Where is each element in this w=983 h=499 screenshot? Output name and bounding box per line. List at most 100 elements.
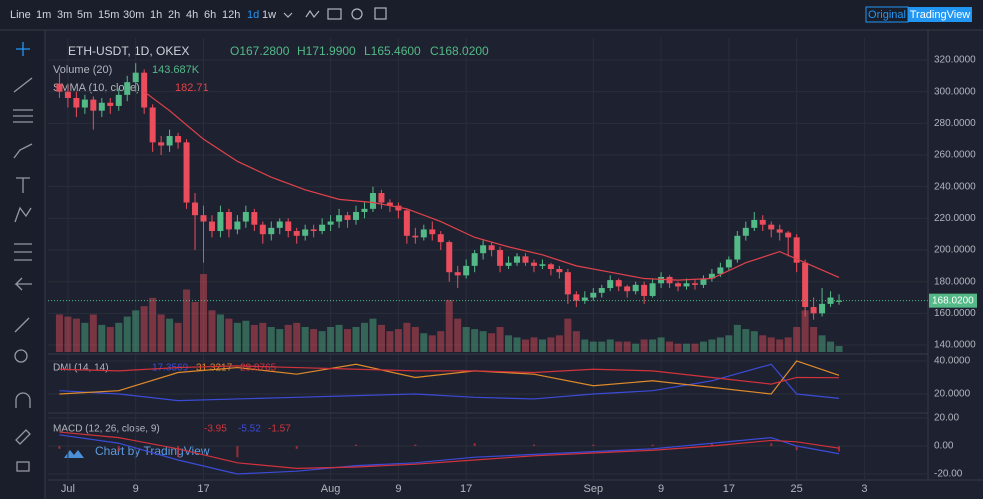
candle-body bbox=[759, 219, 766, 225]
y-tick-label: 280.0000 bbox=[934, 118, 976, 129]
macd-histogram-bar bbox=[58, 446, 61, 449]
settings-button[interactable] bbox=[351, 8, 363, 20]
volume-bar bbox=[301, 327, 309, 352]
lock-drawing-tool[interactable] bbox=[15, 429, 31, 445]
candle-body bbox=[480, 245, 487, 254]
interval-button[interactable]: 12h bbox=[222, 9, 240, 21]
candle-body bbox=[564, 272, 571, 295]
volume-bar bbox=[801, 310, 809, 352]
interval-button[interactable]: 1m bbox=[36, 9, 51, 21]
lock-tool[interactable] bbox=[16, 461, 30, 472]
interval-button[interactable]: 5m bbox=[77, 9, 92, 21]
ruler-tool[interactable] bbox=[14, 317, 30, 333]
y-tick-label: 40.0000 bbox=[934, 356, 971, 367]
trend-line-tool[interactable] bbox=[13, 77, 33, 93]
dmi-line bbox=[59, 365, 840, 385]
interval-button[interactable]: Line bbox=[10, 9, 31, 21]
volume-bar bbox=[708, 339, 716, 352]
prediction-tool[interactable] bbox=[14, 243, 32, 261]
interval-button[interactable]: 15m bbox=[98, 9, 119, 21]
candle-body bbox=[64, 91, 71, 99]
interval-button[interactable]: 2h bbox=[168, 9, 180, 21]
volume-bar bbox=[759, 335, 767, 352]
top-icons[interactable] bbox=[283, 7, 387, 20]
candle-body bbox=[836, 300, 843, 302]
volume-bar bbox=[267, 327, 275, 352]
candle-body bbox=[454, 272, 461, 276]
volume-bar bbox=[699, 341, 707, 352]
button-label[interactable]: Original bbox=[868, 9, 906, 21]
interval-button[interactable]: 4h bbox=[186, 9, 198, 21]
candle-body bbox=[463, 265, 470, 276]
zoom-tool[interactable] bbox=[14, 349, 28, 363]
interval-button[interactable]: 6h bbox=[204, 9, 216, 21]
candle-body bbox=[776, 229, 783, 233]
brush-tool[interactable] bbox=[13, 143, 33, 159]
interval-button[interactable]: 30m bbox=[123, 9, 144, 21]
volume-bar bbox=[462, 327, 470, 352]
candle-body bbox=[175, 136, 182, 143]
fib-tool[interactable] bbox=[13, 109, 33, 123]
candle-body bbox=[708, 273, 715, 279]
branding[interactable]: Chart by TradingView bbox=[95, 444, 210, 458]
fullscreen-button[interactable] bbox=[374, 7, 387, 20]
dmi-label: DMI (14, 14) bbox=[53, 363, 109, 374]
volume-bar bbox=[428, 335, 436, 352]
candle-body bbox=[827, 297, 834, 304]
chart-style-button[interactable] bbox=[305, 9, 320, 19]
candle-body bbox=[446, 242, 453, 273]
macd-histogram-bar bbox=[295, 446, 298, 449]
candle-body bbox=[208, 221, 215, 232]
interval-dropdown[interactable] bbox=[283, 12, 293, 18]
candle-body bbox=[403, 210, 410, 236]
macd-histogram-bar bbox=[177, 446, 180, 458]
candle-body bbox=[607, 280, 614, 289]
tradingview-button[interactable] bbox=[908, 7, 972, 22]
volume-bar bbox=[835, 346, 843, 352]
volume-bar bbox=[318, 331, 326, 352]
candle-body bbox=[327, 221, 334, 225]
candle-body bbox=[522, 256, 529, 263]
volume-bar bbox=[521, 339, 529, 352]
macd-histogram-bar bbox=[473, 443, 476, 447]
macd-histogram-bar bbox=[710, 443, 713, 447]
drawing-tools[interactable] bbox=[13, 42, 33, 472]
candle-body bbox=[369, 193, 376, 209]
candle-body bbox=[581, 297, 588, 301]
volume-bar bbox=[581, 339, 589, 352]
volume-bar bbox=[589, 341, 597, 352]
volume-bar bbox=[352, 327, 360, 352]
candle-body bbox=[81, 99, 88, 108]
macd-value: -5.52 bbox=[238, 424, 261, 435]
ohlc-value: C168.0200 bbox=[430, 44, 489, 58]
volume-bar bbox=[55, 314, 63, 352]
snapshot-button[interactable] bbox=[327, 8, 342, 20]
button-label[interactable]: TradingView bbox=[910, 9, 971, 21]
macd-histogram-bar bbox=[770, 443, 773, 447]
back-tool[interactable] bbox=[14, 277, 32, 291]
candle-body bbox=[429, 229, 436, 235]
tradingview-logo bbox=[64, 450, 84, 458]
volume-bar bbox=[716, 337, 724, 352]
magnet-tool[interactable] bbox=[15, 392, 31, 408]
x-tick-label: 3 bbox=[861, 483, 867, 495]
volume-bar bbox=[250, 324, 258, 352]
y-tick-label: 320.0000 bbox=[934, 55, 976, 66]
interval-button[interactable]: 1h bbox=[150, 9, 162, 21]
candle-body bbox=[276, 221, 283, 228]
text-tool[interactable] bbox=[16, 177, 30, 193]
interval-button[interactable]: 1w bbox=[262, 9, 276, 21]
y-tick-label: -20.00 bbox=[934, 469, 963, 480]
interval-button[interactable]: 1d bbox=[247, 9, 259, 21]
crosshair-tool[interactable] bbox=[16, 42, 30, 56]
y-tick-label: 0.00 bbox=[934, 441, 954, 452]
candle-body bbox=[547, 264, 554, 270]
volume-bar bbox=[598, 341, 606, 352]
volume-bar bbox=[233, 322, 241, 352]
interval-button[interactable]: 3m bbox=[57, 9, 72, 21]
macd-histogram-bar bbox=[117, 446, 120, 452]
volume-bar bbox=[784, 337, 792, 352]
volume-bar bbox=[106, 327, 114, 352]
candle-body bbox=[183, 142, 190, 203]
pattern-tool[interactable] bbox=[14, 206, 32, 223]
